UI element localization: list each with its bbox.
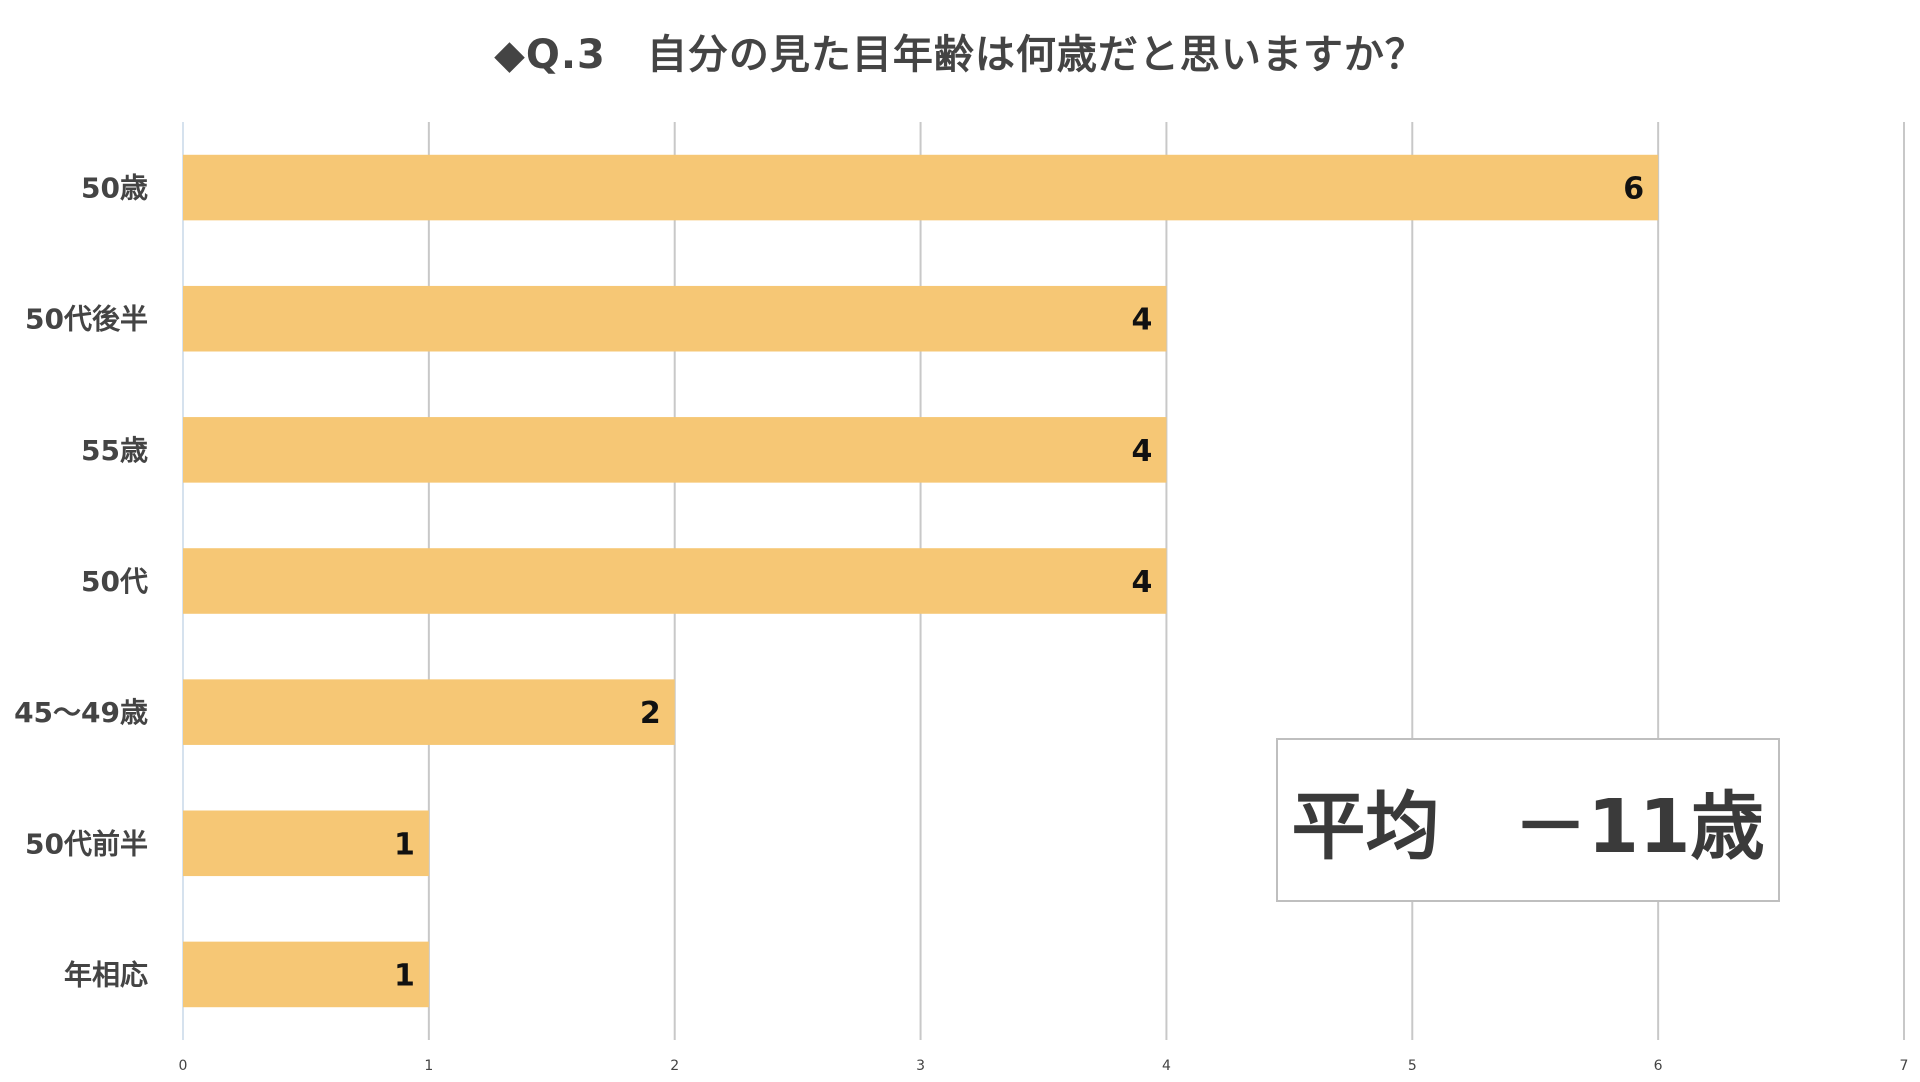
x-axis-ticks: 0 1 2 3 4 5 6 7 — [179, 1058, 1909, 1074]
bar — [183, 810, 429, 877]
bar — [183, 679, 675, 745]
data-label: 1 — [394, 958, 415, 993]
data-label: 4 — [1132, 434, 1153, 469]
bar — [183, 548, 1167, 614]
bar — [183, 941, 429, 1008]
x-tick-label: 1 — [424, 1058, 433, 1074]
category-label: 50代後半 — [25, 303, 148, 336]
x-tick-label: 3 — [916, 1058, 925, 1074]
category-label: 50代 — [81, 565, 148, 598]
x-tick-label: 0 — [179, 1058, 188, 1074]
category-label: 50歳 — [81, 172, 148, 205]
bar — [183, 285, 1167, 352]
x-tick-label: 7 — [1900, 1058, 1909, 1074]
x-tick-label: 2 — [670, 1058, 679, 1074]
average-annotation-box: 平均 －11歳 — [1276, 738, 1780, 902]
average-annotation: 平均 －11歳 — [1291, 783, 1765, 870]
category-label: 50代前半 — [25, 827, 148, 860]
category-label: 55歳 — [81, 434, 148, 467]
data-label: 1 — [394, 827, 415, 862]
x-tick-label: 5 — [1408, 1058, 1417, 1074]
x-tick-label: 6 — [1654, 1058, 1663, 1074]
bar — [183, 154, 1659, 221]
chart-title: ◆Q.3 自分の見た目年齢は何歳だと思いますか？ — [494, 32, 1426, 78]
data-label: 6 — [1623, 172, 1644, 207]
bar — [183, 417, 1167, 483]
category-label: 年相応 — [64, 958, 148, 991]
bars — [183, 154, 1659, 1008]
x-tick-label: 4 — [1162, 1058, 1171, 1074]
data-label: 2 — [640, 696, 661, 731]
category-label: 45〜49歳 — [14, 696, 148, 729]
data-label: 4 — [1132, 303, 1153, 338]
data-label: 4 — [1132, 565, 1153, 600]
data-labels: 6 4 4 4 2 1 1 — [394, 172, 1644, 994]
